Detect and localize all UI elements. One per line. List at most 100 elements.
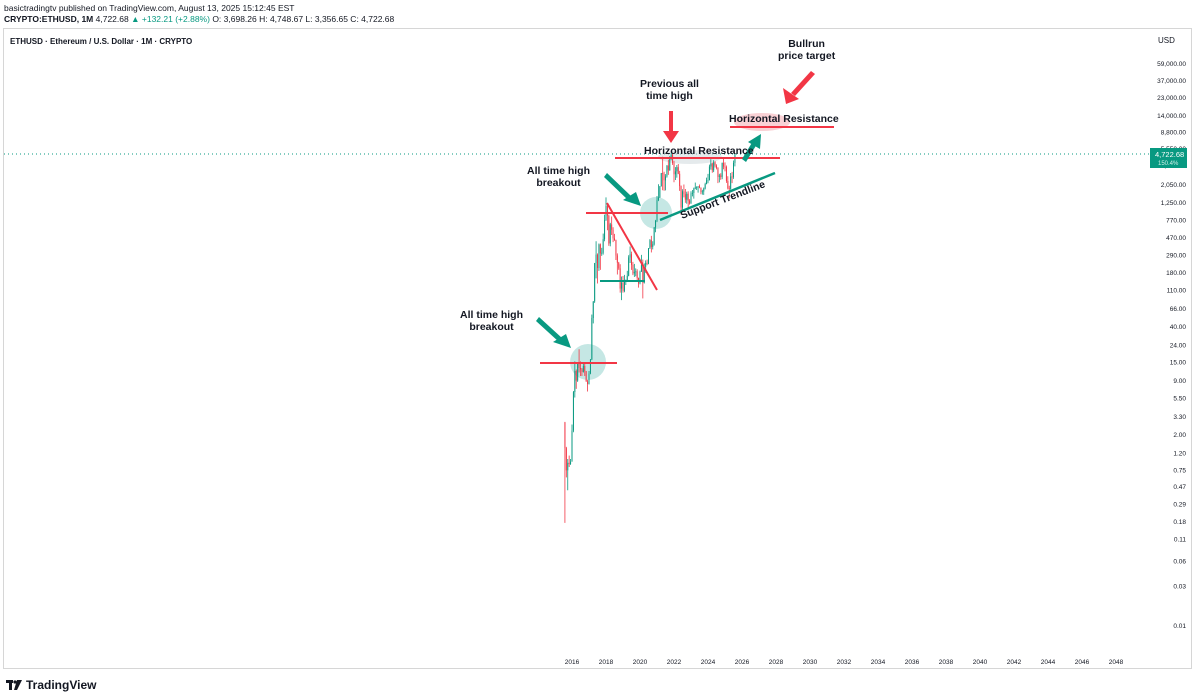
candle-body — [703, 188, 705, 192]
y-tick-label: 0.11 — [1174, 537, 1187, 544]
candle — [639, 270, 641, 285]
currency-label[interactable]: USD — [1158, 36, 1175, 45]
candle-body — [592, 301, 594, 318]
candle-body — [656, 200, 658, 221]
candle-body — [601, 252, 603, 254]
ath-breakout-annotation-upper: All time high breakout — [527, 165, 590, 189]
y-tick-label: 110.00 — [1167, 288, 1187, 295]
support-trendline[interactable] — [659, 171, 776, 222]
candle — [608, 214, 610, 246]
candle — [601, 247, 603, 256]
previous-ath-annotation: Previous all time high — [640, 78, 699, 102]
candle-body — [699, 186, 700, 188]
candle-body — [599, 244, 601, 254]
ath-lower-line1: All time high — [460, 309, 523, 321]
candle-body — [682, 191, 683, 208]
arrow-up-target — [742, 134, 761, 162]
candle-body — [581, 369, 583, 372]
candle-body — [565, 448, 567, 471]
candle-body — [723, 162, 725, 167]
candle-body — [711, 163, 713, 171]
y-tick-label: 14,000.00 — [1157, 113, 1186, 120]
candle-body — [677, 167, 679, 174]
candle-body — [653, 227, 655, 245]
candle-body — [700, 187, 702, 193]
candle-body — [707, 180, 709, 182]
candle — [699, 184, 700, 189]
x-tick-label: 2034 — [871, 659, 886, 666]
candle-body — [645, 262, 647, 267]
candle-body — [701, 191, 703, 193]
price-change: ▲ +132.21 (+2.88%) — [131, 14, 210, 24]
candle — [707, 173, 709, 184]
candle-body — [659, 186, 661, 198]
candle — [629, 246, 631, 263]
candle-body — [636, 271, 638, 278]
candle-body — [606, 205, 608, 216]
chart-title: ETHUSD · Ethereum / U.S. Dollar · 1M · C… — [10, 37, 193, 46]
candle-body — [591, 317, 593, 360]
symbol-label: CRYPTO:ETHUSD, 1M — [4, 14, 94, 24]
arrow-down-previous-ath — [663, 111, 679, 143]
candle — [594, 262, 596, 303]
candle-body — [665, 176, 666, 181]
candle — [655, 219, 657, 233]
candle-body — [594, 262, 596, 302]
candle-body — [680, 186, 682, 208]
candle — [733, 160, 734, 179]
candle-body — [582, 365, 584, 372]
candle-body — [673, 163, 675, 175]
candle — [591, 314, 593, 361]
y-tick-label: 24.00 — [1170, 342, 1187, 349]
candle — [693, 187, 695, 199]
candle — [687, 191, 689, 208]
horizontal-resistance-label-lower: Horizontal Resistance — [644, 145, 754, 157]
candle — [704, 182, 706, 190]
candle-body — [580, 367, 581, 370]
candle — [611, 216, 613, 235]
candle — [572, 390, 574, 433]
y-tick-label: 1.20 — [1173, 450, 1186, 457]
y-tick-label: 66.00 — [1170, 306, 1187, 313]
candle — [731, 171, 733, 184]
candle — [713, 160, 715, 173]
candle — [628, 255, 630, 277]
arrow-breakout-upper — [604, 173, 641, 206]
candle-body — [686, 193, 688, 200]
bullrun-line1: Bullrun — [788, 38, 825, 50]
candle-body — [567, 462, 569, 471]
y-tick-label: 0.47 — [1173, 484, 1186, 491]
candle — [694, 182, 696, 190]
candle — [657, 184, 659, 202]
descending-trendline[interactable] — [606, 202, 658, 291]
tradingview-footer[interactable]: TradingView — [6, 678, 96, 692]
candle-body — [640, 264, 642, 272]
candle-body — [683, 191, 685, 195]
ath-upper-line1: All time high — [527, 165, 590, 177]
candle — [578, 349, 580, 373]
candle — [638, 277, 640, 288]
candle — [716, 164, 717, 170]
candle-body — [657, 197, 659, 201]
x-tick-label: 2030 — [803, 659, 818, 666]
candle-body — [718, 175, 720, 177]
candle-body — [716, 165, 717, 168]
candle — [662, 156, 664, 191]
candle-body — [667, 165, 669, 171]
candle — [673, 160, 675, 183]
candle — [623, 274, 625, 293]
x-tick-label: 2020 — [633, 659, 648, 666]
candle-body — [577, 363, 579, 381]
candle — [616, 253, 618, 275]
y-tick-label: 1,250.00 — [1161, 200, 1187, 207]
candle — [592, 301, 594, 324]
last-price-tag: 4,722.68 150.4% — [1150, 148, 1187, 168]
candle-body — [696, 187, 698, 189]
candle — [567, 458, 569, 491]
tradingview-logo-icon — [6, 680, 22, 690]
candle — [598, 243, 600, 271]
candle-body — [584, 365, 586, 372]
y-tick-label: 470.00 — [1166, 235, 1186, 242]
candle — [606, 204, 608, 231]
